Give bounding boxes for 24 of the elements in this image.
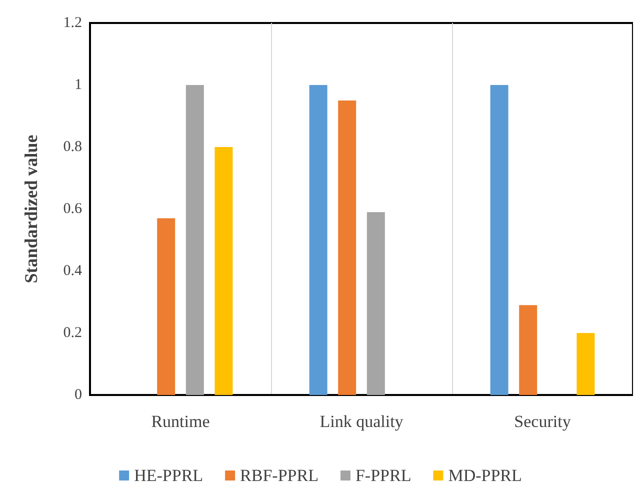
legend-label: HE-PPRL [134,466,204,485]
legend-label: MD-PPRL [448,466,522,485]
bar [338,100,356,395]
y-tick-label: 1 [74,77,82,93]
bar [309,85,328,395]
y-tick-label: 0.4 [63,263,82,279]
y-tick-label: 0.2 [63,325,82,341]
y-axis-title: Standardized value [21,134,41,284]
bar [490,85,508,395]
y-tick-label: 0 [74,387,82,403]
x-tick-label: Runtime [151,412,210,431]
bar [366,212,385,395]
y-tick-label: 1.2 [63,15,82,31]
y-tick-label: 0.8 [63,139,82,155]
legend-label: RBF-PPRL [240,466,318,485]
legend-label: F-PPRL [355,466,412,485]
bar [519,305,538,395]
bar [214,147,233,395]
bar [576,333,595,395]
y-tick-label: 0.6 [63,201,82,217]
x-tick-label: Link quality [320,412,404,431]
bar [157,218,176,395]
bar [186,85,204,395]
x-tick-label: Security [514,412,572,431]
